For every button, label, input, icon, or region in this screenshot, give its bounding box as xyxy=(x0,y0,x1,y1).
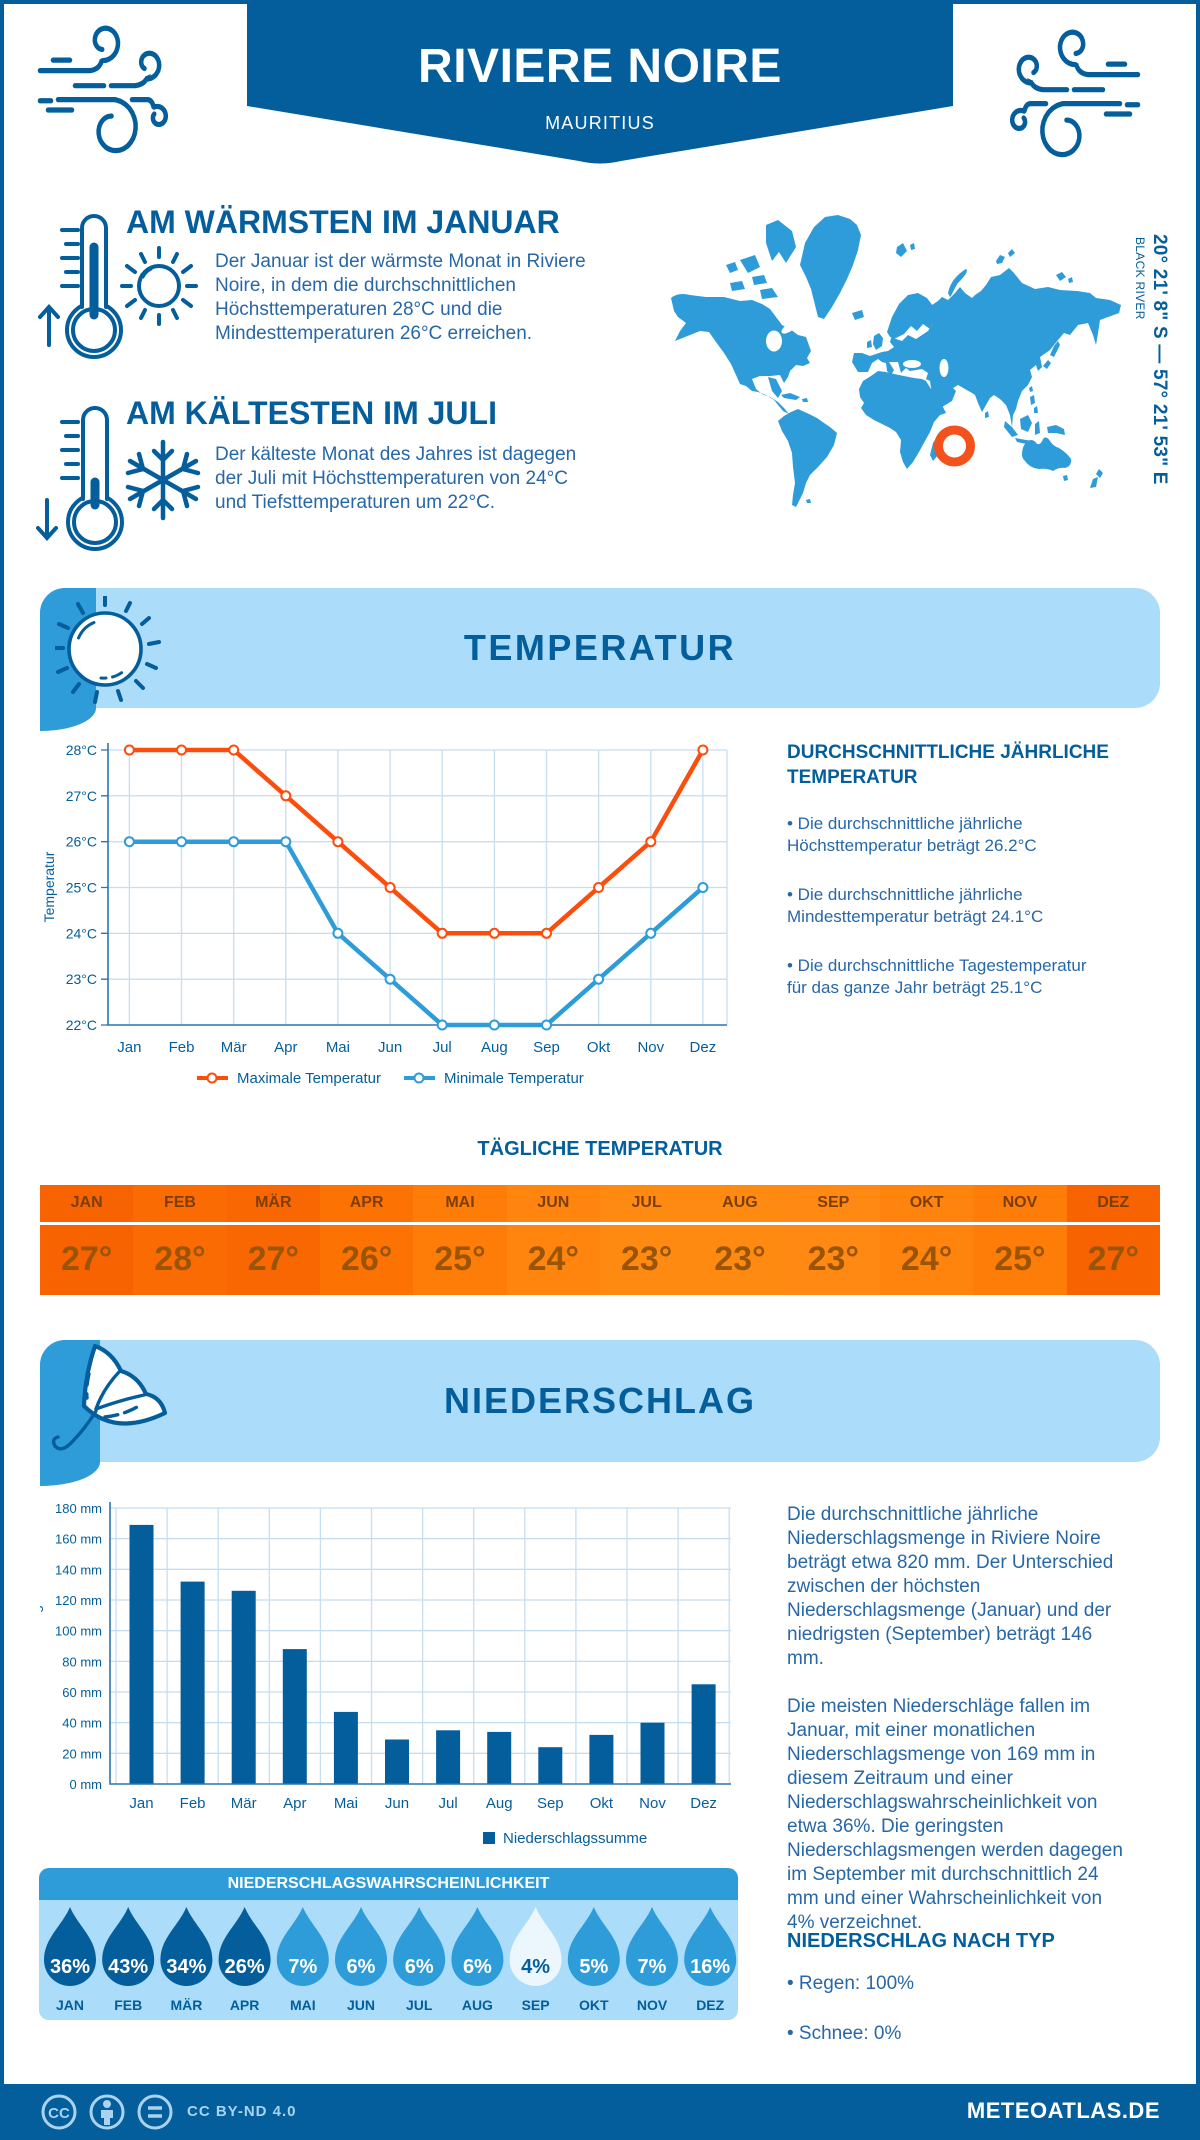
svg-text:NOV: NOV xyxy=(637,1997,668,2013)
svg-text:80 mm: 80 mm xyxy=(62,1654,102,1669)
svg-text:Apr: Apr xyxy=(274,1039,297,1056)
svg-text:Jul: Jul xyxy=(433,1039,452,1056)
svg-text:180 mm: 180 mm xyxy=(55,1501,102,1516)
svg-text:Mär: Mär xyxy=(221,1039,247,1056)
svg-text:AUG: AUG xyxy=(462,1997,493,2013)
svg-text:MÄR: MÄR xyxy=(170,1997,202,2013)
svg-text:140 mm: 140 mm xyxy=(55,1562,102,1577)
svg-text:Nov: Nov xyxy=(637,1039,664,1056)
svg-text:36%: 36% xyxy=(50,1956,90,1978)
svg-text:Jul: Jul xyxy=(439,1795,458,1812)
svg-text:25°C: 25°C xyxy=(66,880,97,896)
svg-text:Jan: Jan xyxy=(117,1039,141,1056)
svg-text:Sep: Sep xyxy=(533,1039,560,1056)
svg-text:Mär: Mär xyxy=(231,1795,257,1812)
svg-text:26%: 26% xyxy=(225,1956,265,1978)
svg-text:Feb: Feb xyxy=(169,1039,195,1056)
svg-text:Niederschlagssumme: Niederschlagssumme xyxy=(503,1830,647,1847)
svg-text:Temperatur: Temperatur xyxy=(41,851,57,922)
svg-text:JUL: JUL xyxy=(406,1997,433,2013)
svg-text:APR: APR xyxy=(230,1997,260,2013)
svg-text:26°C: 26°C xyxy=(66,834,97,850)
svg-text:20 mm: 20 mm xyxy=(62,1746,102,1761)
svg-text:Jun: Jun xyxy=(378,1039,402,1056)
svg-text:MAI: MAI xyxy=(290,1997,316,2013)
svg-text:43%: 43% xyxy=(108,1956,148,1978)
svg-text:100 mm: 100 mm xyxy=(55,1624,102,1639)
svg-text:24°C: 24°C xyxy=(66,925,97,941)
svg-text:120 mm: 120 mm xyxy=(55,1593,102,1608)
svg-text:Aug: Aug xyxy=(481,1039,508,1056)
svg-text:Jun: Jun xyxy=(385,1795,409,1812)
svg-text:CC: CC xyxy=(48,2105,70,2122)
svg-text:22°C: 22°C xyxy=(66,1017,97,1033)
svg-text:JAN: JAN xyxy=(56,1997,84,2013)
svg-text:FEB: FEB xyxy=(114,1997,142,2013)
svg-text:Mai: Mai xyxy=(334,1795,358,1812)
svg-text:Okt: Okt xyxy=(587,1039,611,1056)
svg-text:16%: 16% xyxy=(690,1956,730,1978)
svg-text:7%: 7% xyxy=(638,1956,667,1978)
svg-text:SEP: SEP xyxy=(522,1997,550,2013)
svg-text:Niederschlag: Niederschlag xyxy=(40,1605,43,1687)
svg-text:27°C: 27°C xyxy=(66,788,97,804)
svg-text:7%: 7% xyxy=(288,1956,317,1978)
svg-text:6%: 6% xyxy=(405,1956,434,1978)
svg-text:6%: 6% xyxy=(347,1956,376,1978)
svg-text:5%: 5% xyxy=(579,1956,608,1978)
svg-text:Nov: Nov xyxy=(639,1795,666,1812)
svg-text:Aug: Aug xyxy=(486,1795,513,1812)
svg-text:4%: 4% xyxy=(521,1956,550,1978)
svg-text:OKT: OKT xyxy=(579,1997,609,2013)
svg-text:Maximale Temperatur: Maximale Temperatur xyxy=(237,1070,381,1087)
svg-text:160 mm: 160 mm xyxy=(55,1532,102,1547)
svg-text:Dez: Dez xyxy=(690,1795,717,1812)
svg-text:Okt: Okt xyxy=(590,1795,614,1812)
svg-text:Jan: Jan xyxy=(129,1795,153,1812)
svg-text:DEZ: DEZ xyxy=(696,1997,724,2013)
svg-text:40 mm: 40 mm xyxy=(62,1716,102,1731)
svg-text:34%: 34% xyxy=(166,1956,206,1978)
svg-text:28°C: 28°C xyxy=(66,742,97,758)
svg-text:Minimale Temperatur: Minimale Temperatur xyxy=(444,1070,584,1087)
svg-text:23°C: 23°C xyxy=(66,971,97,987)
svg-text:Dez: Dez xyxy=(690,1039,717,1056)
svg-text:Sep: Sep xyxy=(537,1795,564,1812)
svg-text:0 mm: 0 mm xyxy=(70,1777,103,1792)
svg-text:JUN: JUN xyxy=(347,1997,375,2013)
svg-text:Apr: Apr xyxy=(283,1795,306,1812)
svg-text:60 mm: 60 mm xyxy=(62,1685,102,1700)
svg-text:Mai: Mai xyxy=(326,1039,350,1056)
svg-text:Feb: Feb xyxy=(180,1795,206,1812)
svg-text:6%: 6% xyxy=(463,1956,492,1978)
